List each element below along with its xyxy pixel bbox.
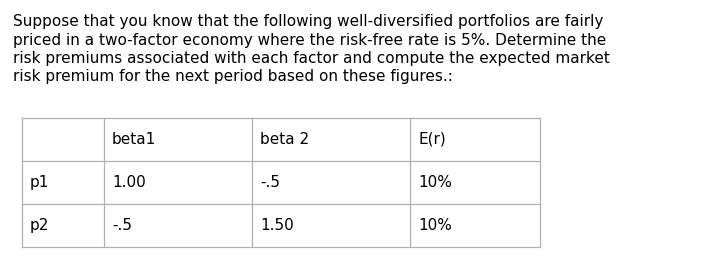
Text: p1: p1 bbox=[30, 175, 50, 190]
Text: Suppose that you know that the following well-diversified portfolios are fairly: Suppose that you know that the following… bbox=[13, 14, 603, 29]
Text: -.5: -.5 bbox=[260, 175, 280, 190]
Text: beta1: beta1 bbox=[112, 132, 156, 147]
Text: -.5: -.5 bbox=[112, 218, 132, 233]
Text: 10%: 10% bbox=[418, 218, 452, 233]
Text: beta 2: beta 2 bbox=[260, 132, 309, 147]
Text: risk premium for the next period based on these figures.:: risk premium for the next period based o… bbox=[13, 69, 453, 84]
Text: 10%: 10% bbox=[418, 175, 452, 190]
Text: E(r): E(r) bbox=[418, 132, 446, 147]
Text: 1.50: 1.50 bbox=[260, 218, 294, 233]
Text: priced in a two-factor economy where the risk-free rate is 5%. Determine the: priced in a two-factor economy where the… bbox=[13, 32, 606, 48]
Text: risk premiums associated with each factor and compute the expected market: risk premiums associated with each facto… bbox=[13, 51, 610, 66]
Text: p2: p2 bbox=[30, 218, 50, 233]
Text: 1.00: 1.00 bbox=[112, 175, 145, 190]
